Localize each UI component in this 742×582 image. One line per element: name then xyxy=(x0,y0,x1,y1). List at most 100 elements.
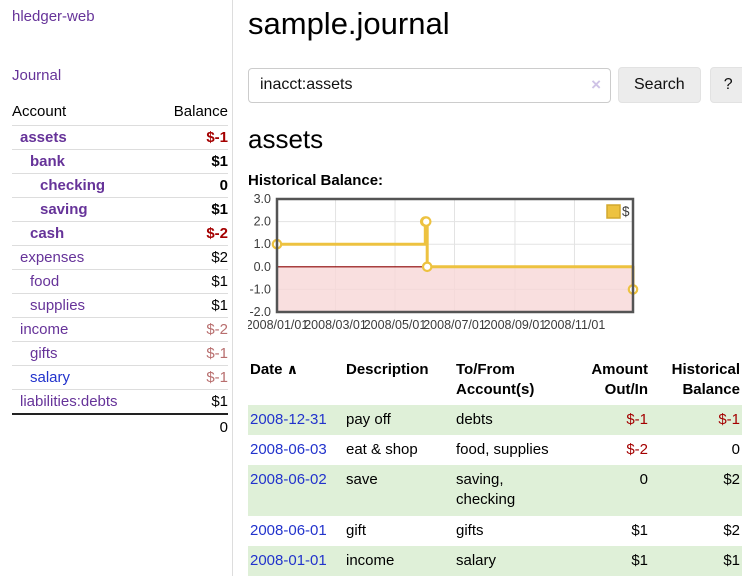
register-row: 2008-06-03 eat & shop food, supplies $-2… xyxy=(248,435,742,465)
chart-section-label: Historical Balance: xyxy=(248,172,384,189)
clear-search-icon[interactable]: × xyxy=(591,74,601,94)
amount-cell: $1 xyxy=(570,545,650,576)
date-link[interactable]: 2008-06-02 xyxy=(250,471,327,488)
account-link-assets[interactable]: assets xyxy=(20,129,67,146)
account-link-supplies[interactable]: supplies xyxy=(30,297,86,314)
register-table: Date ∧ Description To/From Account(s) Am… xyxy=(248,356,742,576)
svg-text:2008/03/01: 2008/03/01 xyxy=(304,318,367,332)
date-link[interactable]: 2008-06-03 xyxy=(250,440,327,458)
svg-text:2008/07/01: 2008/07/01 xyxy=(423,318,486,332)
search-button[interactable]: Search xyxy=(618,67,701,103)
balance-header-line1: Historical xyxy=(671,361,740,378)
account-link-salary[interactable]: salary xyxy=(30,369,71,386)
account-link-saving[interactable]: saving xyxy=(40,201,88,218)
account-link-gifts[interactable]: gifts xyxy=(30,345,58,362)
svg-text:2008/09/01: 2008/09/01 xyxy=(484,318,547,332)
svg-text:2008/11/01: 2008/11/01 xyxy=(544,318,606,332)
register-header-balance: Historical Balance xyxy=(650,356,742,405)
account-row: food $1 xyxy=(12,269,228,294)
register-row: 2008-01-01 income salary $1 $1 xyxy=(248,545,742,576)
register-row: 2008-06-01 gift gifts $1 $2 xyxy=(248,516,742,546)
register-row: 2008-06-02 save saving, checking 0 $2 xyxy=(248,465,742,516)
svg-text:3.0: 3.0 xyxy=(254,194,271,206)
account-balance: $1 xyxy=(154,197,228,222)
account-link-liabilities-debts[interactable]: liabilities:debts xyxy=(20,393,118,410)
accounts-cell: food, supplies xyxy=(456,440,549,458)
amount-cell: $-2 xyxy=(626,440,648,458)
description-cell: gift xyxy=(346,521,367,539)
account-balance: $-2 xyxy=(154,317,228,342)
register-header-date[interactable]: Date ∧ xyxy=(248,356,344,405)
amount-header-line2: Out/In xyxy=(604,381,648,399)
account-row: supplies $1 xyxy=(12,293,228,318)
page-title: sample.journal xyxy=(248,6,450,41)
account-row: assets $-1 xyxy=(12,125,228,150)
amount-header-line1: Amount xyxy=(591,361,648,378)
sort-asc-icon: ∧ xyxy=(286,361,299,377)
amount-cell: $1 xyxy=(631,521,648,539)
amount-cell: 0 xyxy=(570,465,650,516)
date-link[interactable]: 2008-01-01 xyxy=(250,551,327,569)
accounts-header-account: Account xyxy=(12,100,155,126)
accounts-table: Account Balance assets $-1 bank $1 check… xyxy=(12,100,228,439)
account-row: gifts $-1 xyxy=(12,341,228,366)
description-cell: save xyxy=(344,465,454,516)
account-balance: $1 xyxy=(154,389,228,415)
account-link-expenses[interactable]: expenses xyxy=(20,249,85,266)
svg-text:$: $ xyxy=(622,204,630,219)
balance-cell: $2 xyxy=(650,465,742,516)
account-link-checking[interactable]: checking xyxy=(40,177,106,194)
brand-link[interactable]: hledger-web xyxy=(12,8,95,25)
svg-text:0.0: 0.0 xyxy=(254,260,271,274)
account-link-food[interactable]: food xyxy=(30,273,60,290)
amount-cell: $-1 xyxy=(570,404,650,435)
help-button[interactable]: ? xyxy=(709,67,742,103)
account-link-cash[interactable]: cash xyxy=(30,225,65,242)
account-balance: $1 xyxy=(154,269,228,294)
account-balance: $-1 xyxy=(154,341,228,366)
account-row: bank $1 xyxy=(12,149,228,174)
date-link[interactable]: 2008-06-01 xyxy=(250,521,327,539)
svg-text:2008/05/01: 2008/05/01 xyxy=(364,318,427,332)
date-link[interactable]: 2008-12-31 xyxy=(250,410,327,428)
accounts-header-balance: Balance xyxy=(154,100,228,126)
account-balance: $1 xyxy=(154,149,228,174)
register-header-row: Date ∧ Description To/From Account(s) Am… xyxy=(248,356,742,405)
balance-cell: $2 xyxy=(723,521,740,539)
account-link-income[interactable]: income xyxy=(20,321,69,338)
svg-text:1.0: 1.0 xyxy=(254,237,271,251)
register-header-description: Description xyxy=(344,356,454,405)
svg-text:-1.0: -1.0 xyxy=(249,282,271,296)
description-header-label: Description xyxy=(346,361,429,378)
account-row: liabilities:debts $1 xyxy=(12,389,228,415)
account-row: cash $-2 xyxy=(12,221,228,246)
accounts-cell: saving, checking xyxy=(454,465,570,516)
main-content: sample.journal × Search ? assets Histori… xyxy=(233,0,742,576)
account-row: checking 0 xyxy=(12,173,228,198)
nav-journal-link[interactable]: Journal xyxy=(12,67,62,84)
balance-cell: $-1 xyxy=(650,404,742,435)
account-balance: $-1 xyxy=(154,365,228,390)
svg-text:-2.0: -2.0 xyxy=(249,305,271,319)
accounts-cell: salary xyxy=(454,545,570,576)
account-row: expenses $2 xyxy=(12,245,228,270)
balance-cell: $1 xyxy=(650,545,742,576)
svg-text:2.0: 2.0 xyxy=(254,215,271,229)
account-balance: 0 xyxy=(154,173,228,198)
accounts-header-row: Account Balance xyxy=(12,100,228,126)
register-header-accounts: To/From Account(s) xyxy=(454,356,570,405)
description-cell: income xyxy=(344,545,454,576)
register-row: 2008-12-31 pay off debts $-1 $-1 xyxy=(248,404,742,435)
search-input[interactable] xyxy=(248,67,611,103)
account-balance: $2 xyxy=(154,245,228,270)
account-row: salary $-1 xyxy=(12,365,228,390)
accounts-header-line2: Account(s) xyxy=(456,381,535,399)
account-heading: assets xyxy=(248,124,324,154)
balance-header-line2: Balance xyxy=(682,381,740,399)
accounts-cell: debts xyxy=(454,404,570,435)
historical-balance-chart: 2008/01/01 2008/03/01 2008/05/01 2008/07/01… xyxy=(248,194,742,344)
account-link-bank[interactable]: bank xyxy=(30,153,66,170)
accounts-cell: gifts xyxy=(456,521,484,539)
accounts-total-row: 0 xyxy=(12,413,228,439)
